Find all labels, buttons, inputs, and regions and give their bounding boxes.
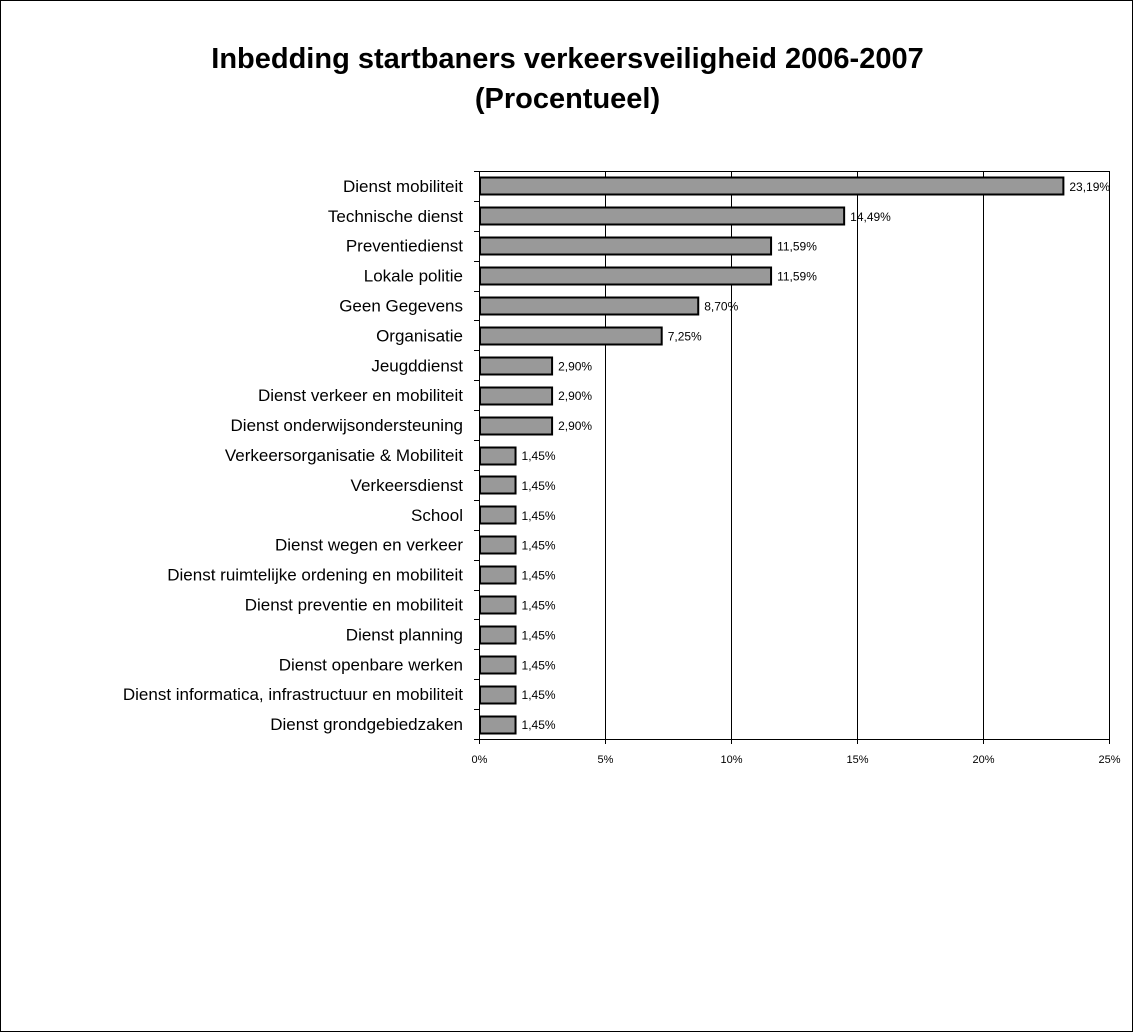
bar <box>479 475 517 495</box>
bar <box>479 565 517 585</box>
data-label: 2,90% <box>558 359 592 373</box>
category-label: Verkeersorganisatie & Mobiliteit <box>225 446 463 465</box>
data-label: 11,59% <box>777 270 817 284</box>
category-label: Dienst planning <box>346 625 463 644</box>
bar <box>479 715 517 735</box>
category-label: Dienst mobiliteit <box>343 177 463 196</box>
x-tick-label: 10% <box>720 754 742 766</box>
data-label: 1,45% <box>522 628 556 642</box>
bar <box>479 176 1065 196</box>
x-tick-label: 25% <box>1098 754 1120 766</box>
x-tick-label: 5% <box>598 754 614 766</box>
bar <box>479 266 773 286</box>
data-label: 1,45% <box>522 688 556 702</box>
category-label: Dienst informatica, infrastructuur en mo… <box>123 685 463 704</box>
data-label: 1,45% <box>522 539 556 553</box>
category-label: Technische dienst <box>328 207 463 226</box>
data-label: 1,45% <box>522 479 556 493</box>
data-label: 14,49% <box>850 210 891 224</box>
bar <box>479 236 773 256</box>
data-label: 2,90% <box>558 419 592 433</box>
category-label: Verkeersdienst <box>351 476 464 495</box>
category-label: Dienst verkeer en mobiliteit <box>258 386 463 405</box>
category-label: Geen Gegevens <box>339 297 463 316</box>
data-label: 11,59% <box>777 240 817 254</box>
category-label: Dienst openbare werken <box>279 655 463 674</box>
bar <box>479 416 554 436</box>
x-tick-label: 15% <box>846 754 868 766</box>
bar <box>479 296 700 316</box>
bar <box>479 206 846 226</box>
data-label: 1,45% <box>522 569 556 583</box>
data-label: 2,90% <box>558 389 592 403</box>
data-label: 7,25% <box>668 329 702 343</box>
category-label: Lokale politie <box>364 267 463 286</box>
category-label: Preventiedienst <box>346 237 463 256</box>
bar <box>479 505 517 525</box>
data-label: 1,45% <box>522 718 556 732</box>
category-label: Dienst preventie en mobiliteit <box>245 595 464 614</box>
bar <box>479 446 517 466</box>
x-tick-label: 20% <box>972 754 994 766</box>
data-label: 1,45% <box>522 509 556 523</box>
data-label: 1,45% <box>522 598 556 612</box>
bar <box>479 326 663 346</box>
chart-subtitle: (Procentueel) <box>474 83 661 115</box>
data-label: 8,70% <box>704 300 738 314</box>
bar <box>479 595 517 615</box>
bar <box>479 685 517 705</box>
bar <box>479 356 554 376</box>
chart-title: Inbedding startbaners verkeersveiligheid… <box>211 43 924 75</box>
bar <box>479 386 554 406</box>
bar <box>479 535 517 555</box>
data-label: 1,45% <box>522 449 556 463</box>
data-label: 1,45% <box>522 658 556 672</box>
data-label: 23,19% <box>1069 180 1110 194</box>
category-label: Dienst grondgebiedzaken <box>270 715 463 734</box>
category-label: Dienst onderwijsondersteuning <box>231 416 463 435</box>
category-label: Jeugddienst <box>371 356 463 375</box>
category-label: Dienst ruimtelijke ordening en mobilitei… <box>167 566 463 585</box>
bar <box>479 655 517 675</box>
category-label: Organisatie <box>376 326 463 345</box>
category-label: School <box>411 506 463 525</box>
category-label: Dienst wegen en verkeer <box>275 536 463 555</box>
bar <box>479 625 517 645</box>
x-tick-label: 0% <box>472 754 488 766</box>
